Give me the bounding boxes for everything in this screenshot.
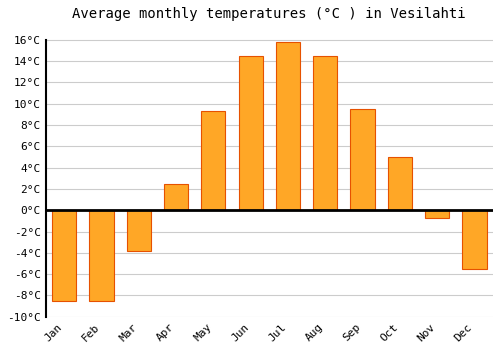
Bar (90, 210, 114, 301)
Bar (238, 56, 263, 210)
Bar (462, 210, 486, 269)
Bar (201, 111, 226, 210)
Bar (313, 56, 338, 210)
Title: Average monthly temperatures (°C ) in Vesilahti: Average monthly temperatures (°C ) in Ve… (72, 7, 466, 21)
Bar (164, 184, 188, 210)
Bar (276, 42, 300, 210)
Bar (425, 210, 449, 218)
Bar (126, 210, 151, 251)
Bar (350, 109, 374, 210)
Bar (388, 157, 412, 210)
Bar (52, 210, 76, 301)
